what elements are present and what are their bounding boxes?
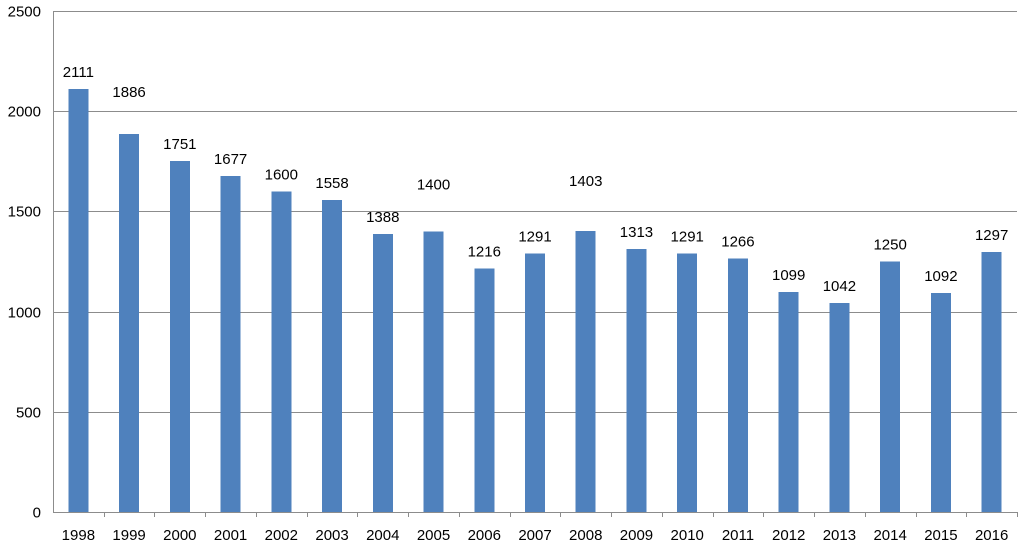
- data-label-2002: 1600: [265, 166, 298, 183]
- data-labels: 2111 1886 1751 1677 1600 1558 1388 1400 1216 1291…: [63, 64, 1009, 295]
- x-tick-label-2007: 2007: [518, 527, 551, 544]
- bar-2001: [220, 175, 241, 512]
- x-tick-label-2010: 2010: [671, 527, 704, 544]
- bar-2004: [372, 233, 393, 513]
- bar-2006: [474, 268, 495, 512]
- bars: [68, 88, 1002, 513]
- data-label-2000: 1751: [163, 136, 196, 153]
- data-label-1999: 1886: [112, 84, 145, 101]
- y-tick-label: 2500: [8, 4, 41, 21]
- data-label-2009: 1313: [620, 224, 653, 241]
- data-label-2008: 1403: [569, 173, 602, 190]
- bar-2010: [677, 253, 698, 512]
- gridlines: [53, 11, 1017, 413]
- y-tick-label: 0: [33, 505, 41, 522]
- data-label-2007: 1291: [518, 228, 551, 245]
- x-tick-label-2013: 2013: [823, 527, 856, 544]
- y-tick-label: 1500: [8, 204, 41, 221]
- bar-2002: [271, 191, 292, 513]
- x-tick-label-2009: 2009: [620, 527, 653, 544]
- data-label-2016: 1297: [975, 227, 1008, 244]
- bar-2014: [880, 261, 901, 512]
- bar-2003: [322, 199, 343, 512]
- x-tick-label-2014: 2014: [873, 527, 906, 544]
- data-label-1998: 2111: [63, 64, 94, 81]
- y-tick-label: 2000: [8, 104, 41, 121]
- y-tick-label: 500: [16, 405, 41, 422]
- bar-2009: [626, 248, 647, 512]
- x-tick-label-2005: 2005: [417, 527, 450, 544]
- bar-2012: [778, 291, 799, 512]
- bar-2007: [525, 253, 545, 512]
- x-tick-label-1999: 1999: [112, 527, 145, 544]
- x-tick-label-2008: 2008: [569, 527, 602, 544]
- data-label-2004: 1388: [366, 209, 399, 226]
- bar-2008: [575, 230, 596, 512]
- data-label-2014: 1250: [873, 237, 906, 254]
- data-label-2003: 1558: [315, 175, 348, 192]
- data-label-2015: 1092: [924, 268, 957, 285]
- data-label-2010: 1291: [671, 228, 704, 245]
- bar-2005: [423, 231, 444, 512]
- x-tick-label-2002: 2002: [265, 527, 298, 544]
- x-tick-label-2006: 2006: [468, 527, 501, 544]
- x-tick-label-2004: 2004: [366, 527, 399, 544]
- data-label-2013: 1042: [823, 278, 856, 295]
- bar-1999: [119, 134, 140, 512]
- y-tick-label: 1000: [8, 305, 41, 322]
- x-tick-label-2012: 2012: [772, 527, 805, 544]
- bar-2011: [727, 258, 748, 512]
- bar-1998: [68, 88, 89, 512]
- data-label-2012: 1099: [772, 267, 805, 284]
- y-axis-ticks: 0 500 1000 1500 2000 2500: [8, 4, 41, 522]
- x-axis-ticks: 1998 1999 2000 2001 2002 2003 2004 2005 2006 2007…: [62, 512, 1018, 544]
- x-tick-label-2001: 2001: [214, 527, 247, 544]
- x-tick-label-2015: 2015: [924, 527, 957, 544]
- x-tick-label-2011: 2011: [722, 527, 754, 544]
- data-label-2011: 1266: [721, 233, 754, 250]
- bar-2000: [169, 161, 190, 512]
- data-label-2001: 1677: [214, 151, 247, 168]
- x-tick-label-2000: 2000: [163, 527, 196, 544]
- x-tick-label-2003: 2003: [315, 527, 348, 544]
- x-tick-label-2016: 2016: [975, 527, 1008, 544]
- bar-2015: [930, 293, 951, 512]
- x-tick-label-1998: 1998: [62, 527, 95, 544]
- data-label-2006: 1216: [468, 243, 501, 260]
- data-label-2005: 1400: [417, 176, 450, 193]
- bar-2016: [981, 252, 1002, 512]
- bar-2013: [829, 303, 850, 512]
